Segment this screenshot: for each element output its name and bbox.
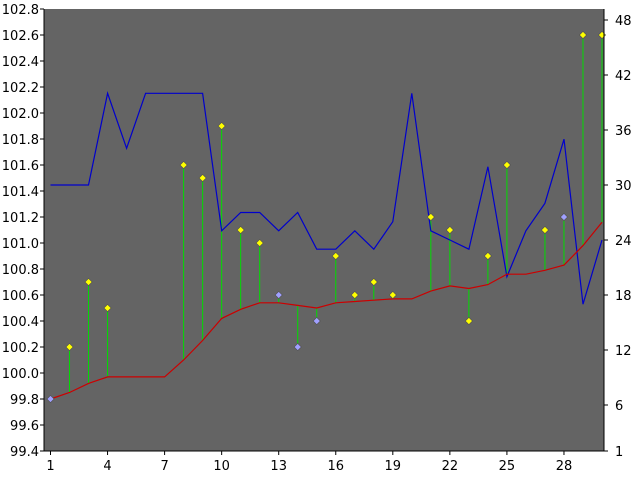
x-tick-label: 1 <box>46 459 54 474</box>
data-markers <box>46 30 607 404</box>
data-point-marker <box>445 225 454 235</box>
data-point-marker <box>46 394 55 404</box>
left-tick-label: 102.0 <box>2 107 39 122</box>
left-tick-label: 102.6 <box>2 29 39 44</box>
left-tick-label: 99.4 <box>10 445 39 460</box>
data-point-marker <box>65 342 74 352</box>
x-tick-label: 13 <box>270 459 287 474</box>
x-tick-label: 22 <box>442 459 459 474</box>
left-tick-label: 99.8 <box>10 393 39 408</box>
data-point-marker <box>217 121 226 131</box>
axes: 99.499.699.8100.0100.2100.4100.6100.8101… <box>2 3 632 474</box>
right-tick-label: 18 <box>615 289 632 304</box>
data-point-marker <box>369 277 378 287</box>
series-lines <box>50 91 603 400</box>
data-point-marker <box>331 251 340 261</box>
x-tick-label: 4 <box>103 459 111 474</box>
left-tick-label: 102.8 <box>2 3 39 18</box>
data-point-marker <box>179 160 188 170</box>
red-series-line <box>50 221 603 400</box>
x-tick-label: 7 <box>160 459 168 474</box>
left-tick-label: 100.2 <box>2 341 39 356</box>
left-tick-label: 100.8 <box>2 263 39 278</box>
data-point-marker <box>274 290 283 300</box>
left-tick-label: 101.0 <box>2 237 39 252</box>
data-point-marker <box>464 316 473 326</box>
data-point-marker <box>350 290 359 300</box>
right-tick-label: 42 <box>615 69 632 84</box>
data-point-marker <box>540 225 549 235</box>
left-tick-label: 102.2 <box>2 81 39 96</box>
left-tick-label: 102.4 <box>2 55 39 70</box>
x-tick-label: 19 <box>385 459 402 474</box>
data-point-marker <box>483 251 492 261</box>
x-tick-label: 10 <box>213 459 230 474</box>
data-point-marker <box>103 303 112 313</box>
right-tick-label: 48 <box>615 14 632 29</box>
data-point-marker <box>255 238 264 248</box>
data-point-marker <box>559 212 568 222</box>
left-tick-label: 100.0 <box>2 367 39 382</box>
left-tick-label: 100.4 <box>2 315 39 330</box>
left-tick-label: 101.6 <box>2 159 39 174</box>
data-point-marker <box>236 225 245 235</box>
right-tick-label: 30 <box>615 179 632 194</box>
right-tick-label: 36 <box>615 124 632 139</box>
left-tick-label: 99.6 <box>10 419 39 434</box>
right-tick-label: 24 <box>615 234 632 249</box>
data-point-marker <box>502 160 511 170</box>
data-point-marker <box>293 342 302 352</box>
x-tick-label: 16 <box>327 459 344 474</box>
left-tick-label: 100.6 <box>2 289 39 304</box>
blue-series-line <box>50 91 603 305</box>
right-tick-label: 12 <box>615 344 632 359</box>
x-tick-label: 25 <box>499 459 516 474</box>
right-tick-label: 1 <box>615 445 623 460</box>
right-tick-label: 6 <box>615 399 623 414</box>
x-tick-label: 28 <box>556 459 573 474</box>
data-point-marker <box>578 30 588 40</box>
left-tick-label: 101.2 <box>2 211 39 226</box>
data-point-marker <box>198 173 207 183</box>
left-tick-label: 101.4 <box>2 185 39 200</box>
data-point-marker <box>426 212 435 222</box>
data-point-marker <box>312 316 321 326</box>
left-tick-label: 101.8 <box>2 133 39 148</box>
plot-area <box>44 9 604 451</box>
data-point-marker <box>84 277 93 287</box>
data-point-marker <box>388 290 397 300</box>
